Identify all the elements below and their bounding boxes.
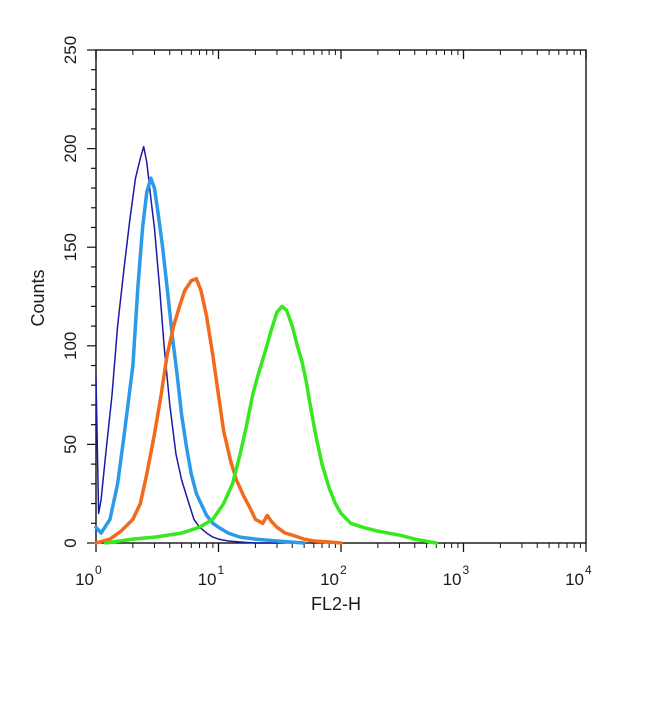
x-tick-label: 10 [443,570,462,589]
x-tick-exponent: 1 [218,563,225,577]
x-axis: 10 0 10 1 10 2 10 3 10 4 [75,50,592,589]
y-tick-label: 100 [61,332,80,360]
y-tick-label: 150 [61,233,80,261]
series-line-1 [95,145,278,544]
x-tick-exponent: 0 [95,563,102,577]
y-tick-label: 50 [61,435,80,454]
series-line-3 [94,277,343,545]
series-line-2 [94,176,306,545]
y-tick-label: 250 [61,36,80,64]
y-tick-label: 0 [61,538,80,547]
x-tick-label: 10 [75,570,94,589]
series-group [94,145,439,545]
x-axis-title: FL2-H [311,594,361,614]
x-tick-exponent: 4 [585,563,592,577]
y-axis-title: Counts [28,269,48,326]
x-tick-exponent: 2 [340,563,347,577]
x-tick-label: 10 [198,570,217,589]
x-tick-label: 10 [320,570,339,589]
x-tick-exponent: 3 [463,563,470,577]
x-tick-label: 10 [565,570,584,589]
series-line-4 [103,304,439,545]
y-tick-label: 200 [61,134,80,162]
y-axis: 0 50 100 150 200 250 [61,36,96,548]
